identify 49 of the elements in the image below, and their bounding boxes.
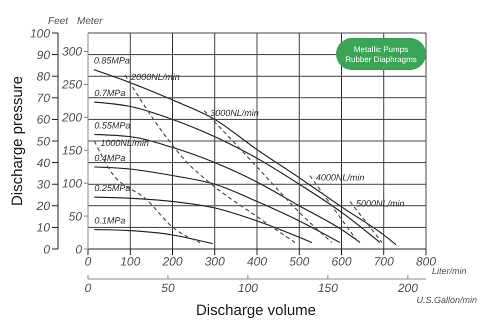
series-label: 0.4MPa [94,152,126,163]
series-label: 0.55MPa [94,120,130,131]
y2-tick-label: 0 [75,242,82,256]
x-tick-label: 400 [246,254,268,269]
line-series [94,140,201,244]
line-series [94,228,214,244]
x-axis-title: Discharge volume [196,302,316,319]
series-label: 0.1MPa [94,216,126,226]
y-tick-label: 40 [36,156,50,170]
y-tick-label: 80 [36,69,50,84]
x2-tick-label: 100 [238,281,258,295]
badge: Metallic Pumps Rubber Diaphragms [336,38,426,70]
x-tick-label: 600 [331,254,352,269]
x-tick-label: 200 [161,254,183,269]
y2-tick-label: 250 [60,78,82,92]
y-tick-label: 60 [36,112,50,127]
y2-tick-label: 150 [62,144,82,158]
x2-tick-label: 0 [84,281,92,295]
x-tick-label: 700 [374,254,394,269]
x2-tick-label: 200 [396,281,418,295]
y2-axis-title: Feet [48,16,70,27]
y2-tick-label: 200 [60,110,82,125]
x2-tick-label: 50 [161,281,175,295]
y2-tick-label: 100 [62,176,82,190]
x-tick-label: 300 [204,254,226,269]
y2-tick-label: 50 [68,209,82,224]
annotation: Metallic Pumps Rubber Diaphragms [345,45,417,64]
y-tick-label: 20 [36,199,50,214]
series-label: 0.25MPa [94,183,130,194]
y-tick-label: 50 [36,134,50,148]
y-tick-label: 10 [36,220,50,235]
y-tick-label: 70 [36,91,50,106]
y-tick-label: 0 [43,242,50,256]
y-tick-label: 100 [30,26,50,40]
y-tick-label: 30 [36,177,50,192]
x-tick-label: 500 [289,254,310,269]
series-label: 0.85MPa [94,56,130,66]
x2-axis-title: U.S.Gallon/min [416,295,477,305]
text: Meter [77,16,104,27]
x-tick-label: 0 [84,254,92,269]
y2-tick-label: 300 [62,44,82,59]
line-series [94,196,313,244]
y-tick-label: 90 [36,48,50,62]
y-axis-title: Discharge pressure [9,76,26,206]
x-tick-label: 800 [416,254,436,269]
x2-tick-label: 150 [318,281,338,295]
series-label: 0.7MPa [94,88,126,98]
x-tick-label: 100 [120,254,141,269]
text: Liter/min [432,266,467,276]
